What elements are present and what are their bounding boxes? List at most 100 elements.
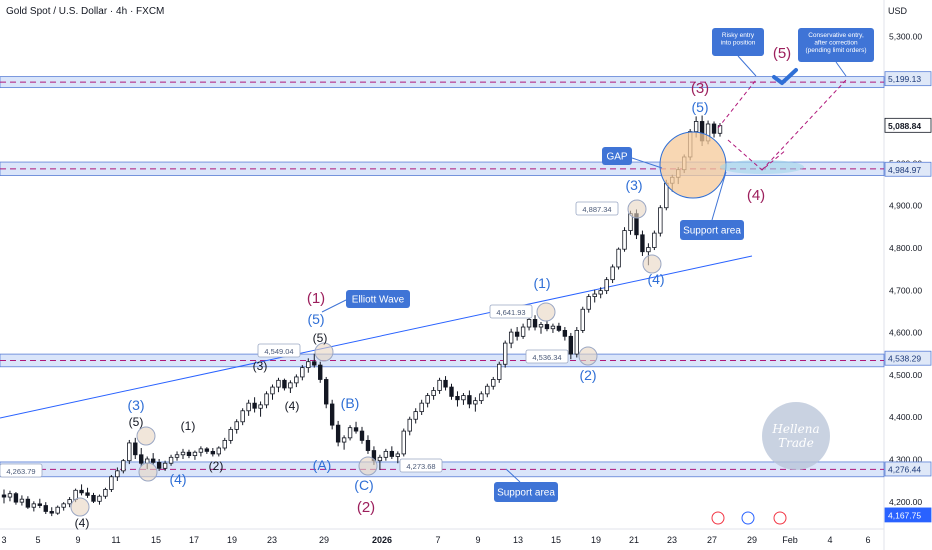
price-label-value: 4,538.29 [888, 354, 921, 364]
trendline [0, 255, 753, 419]
annotation-gap-text: GAP [606, 152, 627, 163]
wave-label: (3) [253, 359, 268, 373]
price-axis-bg [884, 0, 932, 550]
wave-label: (5) [313, 331, 328, 345]
annotation-conservative-pointer [835, 61, 847, 77]
candle-up [658, 207, 663, 234]
wave-label: (1) [181, 419, 196, 433]
key-level-box [525, 349, 569, 364]
time-tick-label: 23 [267, 535, 277, 545]
candle-up [693, 121, 699, 132]
price-label-value: 5,199.13 [888, 74, 921, 84]
candle-up [520, 326, 526, 337]
candle-up [437, 379, 442, 391]
candle-up [395, 453, 400, 457]
candle-up [508, 331, 514, 344]
candle-down [25, 498, 31, 508]
price-label-5,199.13: 5,199.13 [884, 71, 932, 87]
price-label-value: 4,984.97 [888, 165, 921, 175]
candle-up [473, 400, 478, 405]
candle-down [324, 379, 329, 405]
candle-up [479, 393, 484, 402]
annotation-risky-entry-text: Risky entry [722, 32, 755, 39]
candle-up [31, 503, 37, 508]
wave-label: (2) [579, 367, 596, 383]
checkmark-icon [772, 68, 798, 85]
time-tick-label: 19 [227, 535, 237, 545]
time-tick-label: 7 [435, 535, 440, 545]
price-label-value: 5,088.84 [888, 121, 921, 131]
price-label-5,088.84: 5,088.84 [884, 117, 932, 133]
candle-up [67, 499, 72, 505]
price-label-bg [884, 71, 932, 87]
price-label-bg [884, 507, 932, 523]
candle-down [79, 489, 84, 494]
candle-down [37, 503, 42, 506]
key-level-5: 4,887.34 [575, 199, 647, 219]
candle-up [604, 279, 609, 292]
annotation-support-lower-pointer [505, 468, 521, 483]
pivot-marker [642, 254, 662, 274]
pivot-marker [578, 346, 598, 366]
candle-up [97, 495, 102, 502]
candle-up [103, 489, 108, 497]
price-tick-label: 4,500.00 [889, 370, 922, 380]
candle-up [228, 428, 233, 441]
candle-up [180, 451, 186, 456]
price-label-4,276.44: 4,276.44 [884, 461, 932, 477]
candle-up [162, 462, 168, 469]
wave-label: (5) [307, 311, 324, 327]
annotation-elliott-pointer [321, 299, 347, 313]
price-label-value: 4,276.44 [888, 464, 921, 474]
candle-up [503, 342, 508, 365]
candle-down [562, 330, 568, 337]
candle-down [150, 458, 156, 463]
wave-label: (1) [533, 275, 550, 291]
annotation-elliott-wave: Elliott Wave [346, 290, 410, 308]
candle-up [401, 430, 406, 455]
annotation-support-area-lower: Support area [494, 482, 558, 502]
time-tick-label: 27 [707, 535, 717, 545]
candle-up [485, 385, 490, 395]
candle-up [7, 493, 13, 498]
key-level-value: 4,887.34 [582, 205, 611, 214]
annotation-support-area-upper: Support area [680, 220, 744, 240]
price-tick-label: 4,600.00 [889, 328, 922, 338]
time-tick-label: 6 [865, 535, 870, 545]
annotation-risky-entry-text: into position [721, 40, 756, 47]
candle-down [514, 331, 520, 337]
time-tick-label: 15 [551, 535, 561, 545]
candle-up [121, 460, 126, 472]
key-level-2: 4,273.68 [358, 456, 443, 476]
pivot-marker [138, 462, 158, 482]
key-level-box [575, 201, 619, 216]
currency-label[interactable]: USD [888, 6, 908, 16]
candle-down [365, 439, 371, 451]
annotation-gap-bg [602, 147, 632, 165]
time-tick-label: 21 [629, 535, 639, 545]
wave-label: (4) [647, 271, 664, 287]
pivot-marker [358, 456, 378, 476]
candle-down [49, 511, 54, 514]
candle-up [538, 324, 544, 328]
candle-up [592, 293, 597, 297]
candle-down [1, 494, 7, 498]
time-tick-label: 3 [1, 535, 6, 545]
key-level-value: 4,549.04 [264, 347, 293, 356]
candle-up [258, 404, 263, 409]
candle-down [389, 450, 395, 457]
candle-up [240, 410, 245, 423]
key-level-box [0, 463, 43, 478]
projection-conservative [761, 79, 847, 171]
time-tick-label: 9 [75, 535, 80, 545]
wave-label: (5) [129, 415, 144, 429]
price-label-4,984.97: 4,984.97 [884, 161, 932, 177]
candle-down [353, 427, 359, 432]
candle-down [544, 324, 550, 330]
candle-down [139, 454, 144, 464]
event-icon [773, 511, 787, 525]
candle-up [288, 382, 293, 389]
candle-up [425, 395, 430, 404]
